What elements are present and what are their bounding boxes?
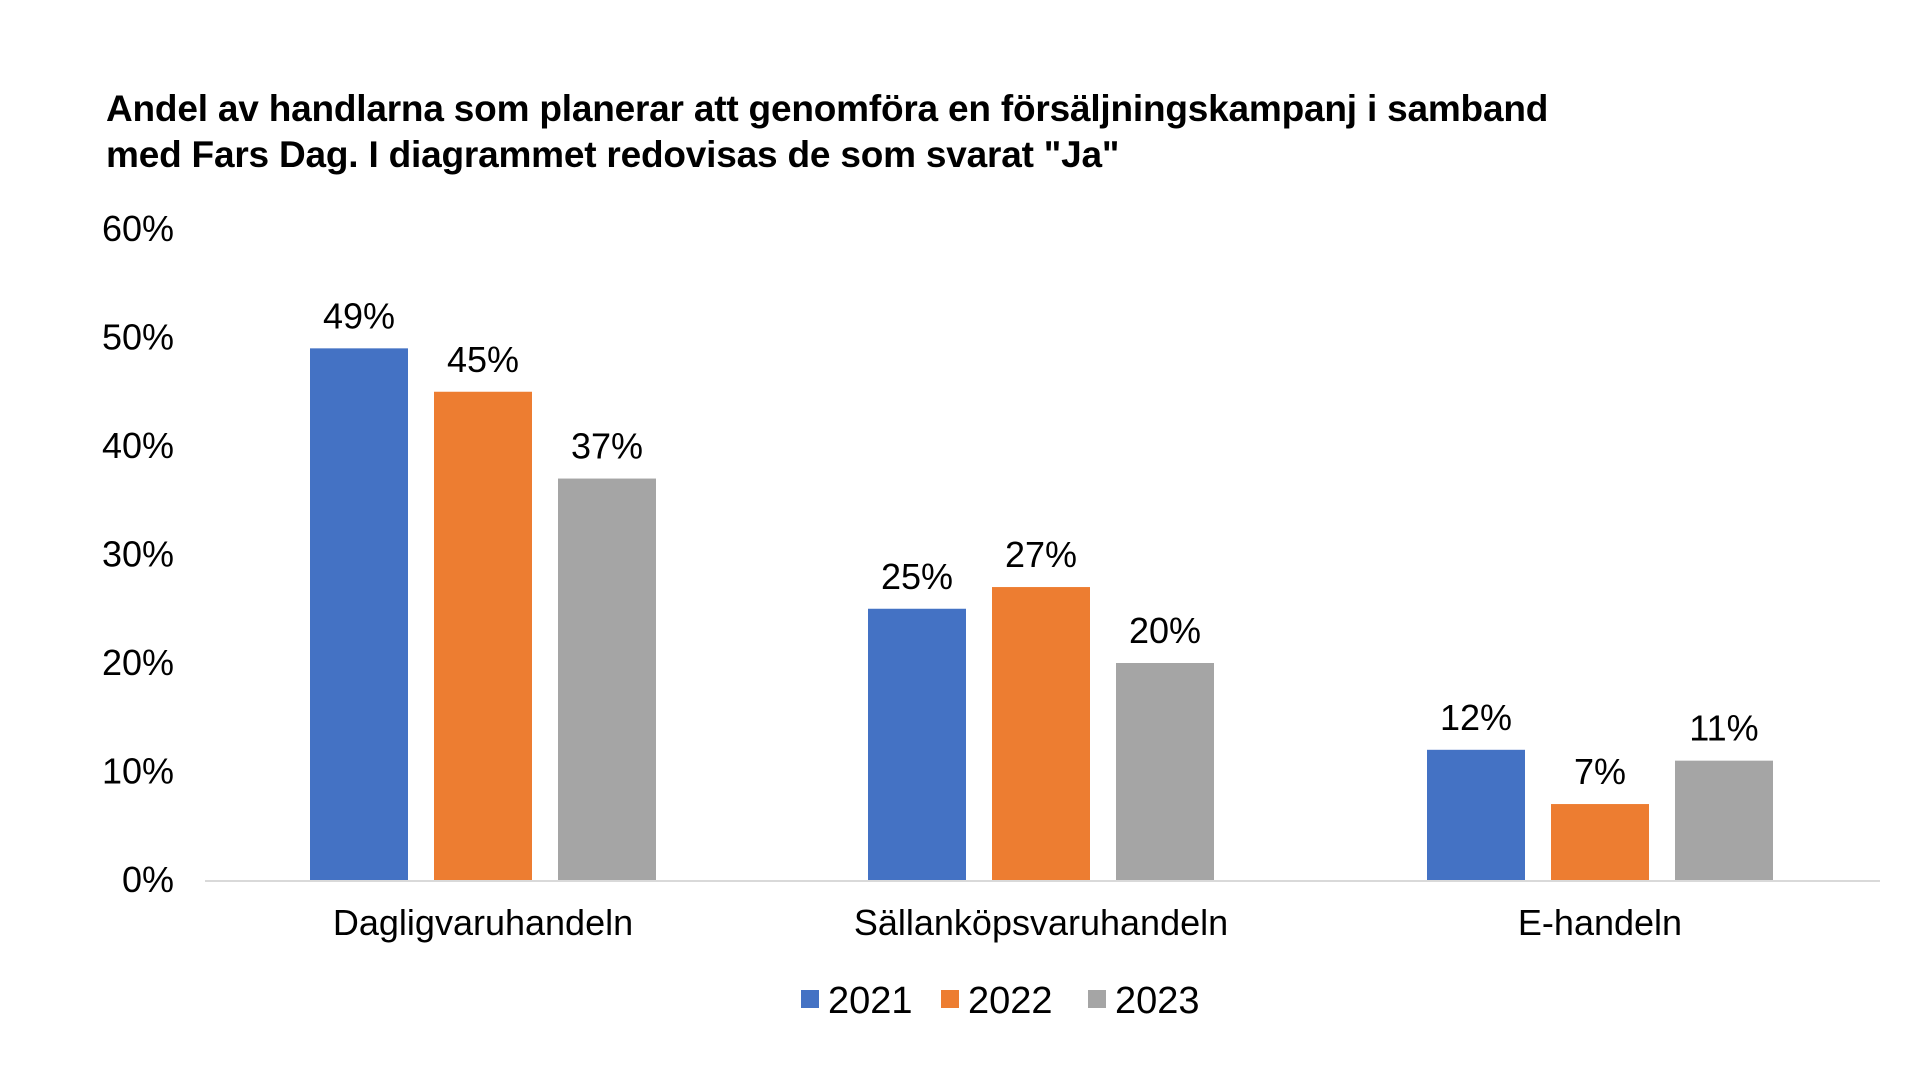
bars — [310, 348, 1773, 881]
data-label: 45% — [447, 339, 519, 380]
bar-2022-3 — [1551, 804, 1649, 880]
bar-2023-1 — [558, 478, 656, 880]
data-label: 12% — [1440, 697, 1512, 738]
category-label: Dagligvaruhandeln — [333, 902, 633, 943]
category-label: Sällanköpsvaruhandeln — [854, 902, 1228, 943]
legend-swatch-2022 — [941, 990, 959, 1008]
y-tick-label: 30% — [102, 534, 174, 575]
data-label: 11% — [1689, 708, 1758, 749]
bar-2021-3 — [1427, 749, 1525, 880]
y-tick-label: 50% — [102, 317, 174, 358]
data-label: 20% — [1129, 610, 1201, 651]
bar-2021-2 — [868, 608, 966, 880]
y-tick-label: 0% — [122, 859, 174, 900]
y-tick-label: 20% — [102, 642, 174, 683]
data-label: 49% — [323, 295, 395, 336]
data-label: 7% — [1574, 751, 1626, 792]
bar-2022-1 — [434, 391, 532, 880]
y-axis: 0% 10% 20% 30% 40% 50% 60% — [102, 208, 174, 900]
y-tick-label: 40% — [102, 425, 174, 466]
chart-title-line-2: med Fars Dag. I diagrammet redovisas de … — [106, 134, 1120, 175]
legend-label: 2022 — [968, 980, 1053, 1022]
data-label: 37% — [571, 426, 643, 467]
chart-title-line-1: Andel av handlarna som planerar att geno… — [106, 88, 1549, 129]
legend: 2021 2022 2023 — [801, 980, 1200, 1022]
legend-swatch-2023 — [1088, 990, 1106, 1008]
legend-label: 2021 — [828, 980, 913, 1022]
bar-2023-3 — [1675, 760, 1773, 880]
data-label: 27% — [1005, 534, 1077, 575]
bar-2021-1 — [310, 348, 408, 881]
category-label: E-handeln — [1518, 902, 1682, 943]
legend-swatch-2021 — [801, 990, 819, 1008]
data-labels: 49% 45% 37% 25% 27% 20% 12% 7% 11% — [323, 295, 1759, 792]
y-tick-label: 60% — [102, 208, 174, 249]
y-tick-label: 10% — [102, 751, 174, 792]
bar-2022-2 — [992, 587, 1090, 880]
x-axis: Dagligvaruhandeln Sällanköpsvaruhandeln E-… — [205, 880, 1880, 943]
bar-2023-2 — [1116, 663, 1214, 880]
data-label: 25% — [881, 556, 953, 597]
legend-label: 2023 — [1115, 980, 1200, 1022]
chart-title: Andel av handlarna som planerar att geno… — [106, 86, 1646, 178]
